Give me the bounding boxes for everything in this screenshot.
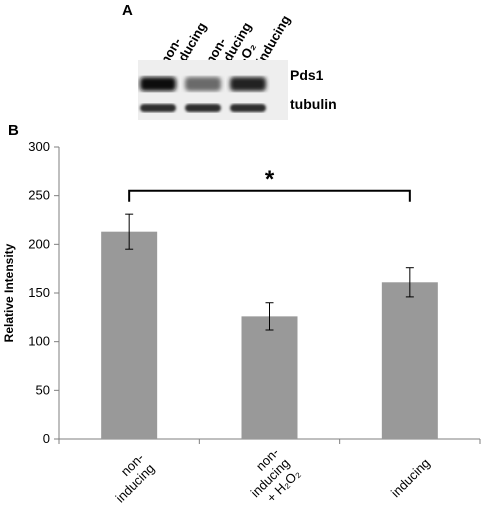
significance-line: [128, 189, 411, 202]
panel-a-letter: A: [122, 2, 133, 19]
x-tick-label-line: non-: [253, 445, 282, 474]
error-bars: [125, 213, 414, 331]
y-tick-label: 100: [28, 334, 50, 349]
tubulin-bands: [140, 104, 266, 112]
blot-band: [230, 104, 266, 112]
x-tick-label-line: non-: [118, 450, 147, 479]
x-tick-label: non-inducing: [113, 450, 158, 506]
blot-band: [185, 77, 221, 91]
blot-band: [140, 77, 176, 91]
band-label-pds1: Pds1: [290, 67, 324, 83]
x-tick-label-line: inducing: [113, 461, 158, 506]
blot-band: [230, 77, 266, 91]
y-tick-label: 0: [43, 431, 50, 446]
bars: [101, 231, 438, 439]
axes: 0 50 100 150 200 250 300: [28, 139, 481, 446]
y-tick-label: 300: [28, 139, 50, 154]
significance-bracket: *: [128, 166, 411, 202]
x-tick-label: inducing: [388, 455, 433, 500]
y-tick-label: 200: [28, 236, 50, 251]
bar: [381, 282, 438, 439]
panel-b-letter: B: [8, 122, 19, 139]
x-tick-label-line: + H₂O₂: [264, 466, 303, 505]
significance-star: *: [265, 166, 275, 193]
x-tick-label-line: inducing: [388, 455, 433, 500]
western-blot-image: [138, 60, 288, 120]
y-axis-label: Relative Intensity: [2, 243, 16, 342]
blot-band: [140, 104, 176, 112]
y-tick-label: 250: [28, 188, 50, 203]
x-tick-label: non-inducing+ H₂O₂: [248, 445, 303, 506]
y-tick-label: 50: [36, 382, 50, 397]
y-tick-label: 150: [28, 285, 50, 300]
pds1-bands: [140, 77, 266, 91]
band-label-tubulin: tubulin: [290, 96, 337, 112]
bar: [101, 231, 158, 439]
blot-band: [185, 104, 221, 112]
bar: [241, 316, 298, 439]
x-tick-label-line: inducing: [248, 455, 293, 500]
